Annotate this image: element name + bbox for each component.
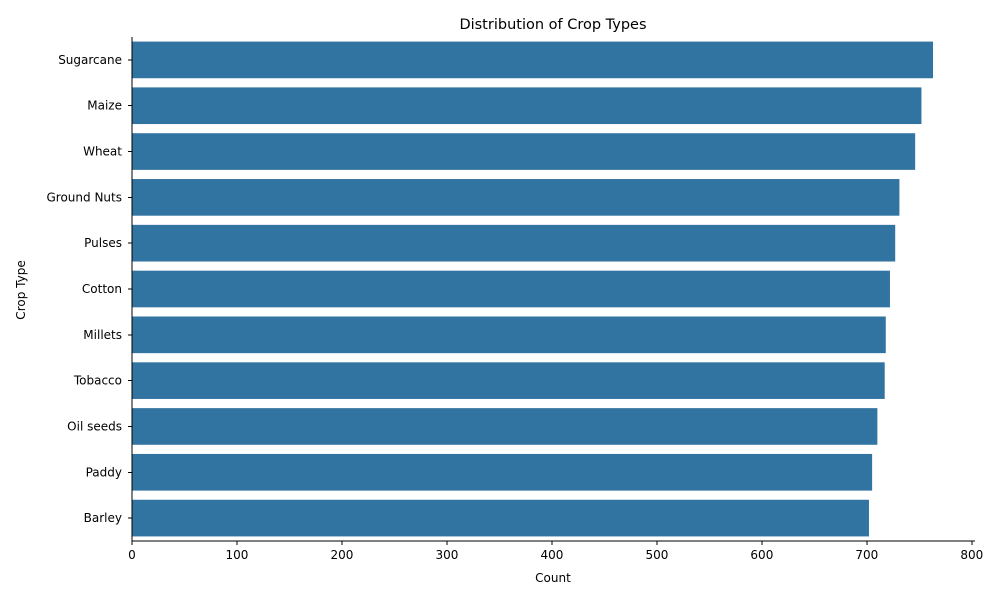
x-tick-label: 100 xyxy=(226,548,249,562)
y-tick-label: Maize xyxy=(87,99,122,113)
x-tick-label: 300 xyxy=(435,548,458,562)
y-tick-label: Millets xyxy=(83,328,122,342)
bar-maize xyxy=(132,87,922,125)
y-tick-label: Sugarcane xyxy=(58,53,122,67)
bar-paddy xyxy=(132,453,873,491)
bar-wheat xyxy=(132,133,916,170)
bar-millets xyxy=(132,316,886,354)
y-tick-label: Tobacco xyxy=(73,374,122,388)
bar-tobacco xyxy=(132,362,885,399)
x-tick-label: 400 xyxy=(540,548,563,562)
bar-pulses xyxy=(132,224,896,262)
y-tick-label: Paddy xyxy=(86,465,122,479)
x-axis-label: Count xyxy=(535,571,571,585)
y-tick-label: Barley xyxy=(84,511,122,525)
y-tick-label: Wheat xyxy=(83,145,122,159)
y-tick-label: Ground Nuts xyxy=(47,190,123,204)
chart-title: Distribution of Crop Types xyxy=(459,17,646,33)
bar-oil-seeds xyxy=(132,408,878,445)
y-tick-label: Oil seeds xyxy=(67,419,122,433)
x-tick-label: 800 xyxy=(960,548,983,562)
bar-ground-nuts xyxy=(132,179,900,216)
bar-sugarcane xyxy=(132,41,934,79)
y-tick-label: Pulses xyxy=(84,236,122,250)
bars-layer xyxy=(132,41,934,537)
x-tick-label: 200 xyxy=(331,548,354,562)
x-tick-label: 600 xyxy=(750,548,773,562)
y-axis-ticks: Sugarcane Maize Wheat Ground Nuts Pulses Cott… xyxy=(47,53,132,525)
x-axis-ticks: 0 100 200 300 400 500 600 700 800 xyxy=(128,541,983,562)
x-tick-label: 700 xyxy=(855,548,878,562)
y-axis-label: Crop Type xyxy=(14,260,28,319)
bar-barley xyxy=(132,499,869,537)
y-tick-label: Cotton xyxy=(82,282,122,296)
x-tick-label: 0 xyxy=(128,548,136,562)
x-tick-label: 500 xyxy=(645,548,668,562)
bar-cotton xyxy=(132,270,890,308)
